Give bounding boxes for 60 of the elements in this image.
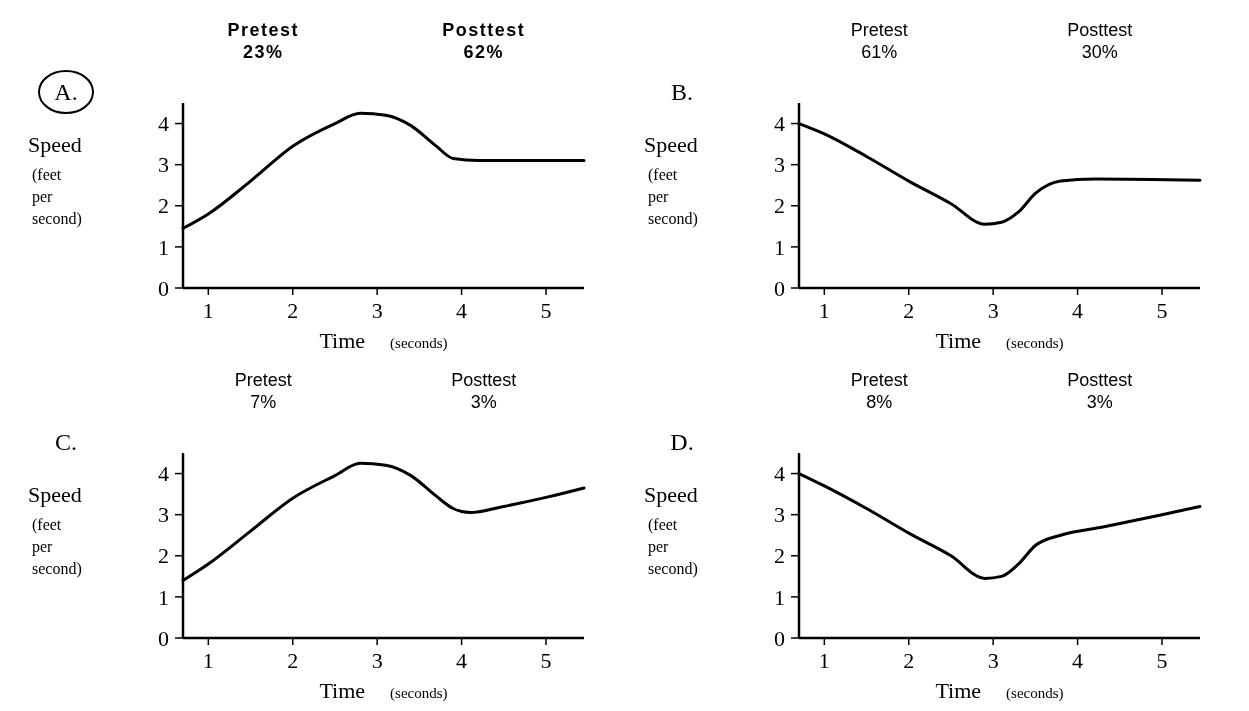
y-tick-label: 2 [158,193,169,219]
text: Pretest 61% [850,20,908,62]
y-tick-label: 0 [774,625,785,651]
text: Posttest 62% [442,20,526,62]
x-tick-label: 5 [1156,298,1168,323]
y-tick-label: 2 [774,193,785,219]
y-tick-label: 1 [158,584,169,610]
x-tick-label: 3 [987,298,999,323]
y-tick-label: 0 [158,275,169,301]
x-axis-title: Time (seconds) [319,328,448,353]
x-tick-label: 3 [371,298,383,323]
x-tick-label: 2 [287,648,299,673]
x-tick-label: 1 [202,298,214,323]
text: Pretest 8% [850,370,908,412]
x-tick-label: 2 [903,648,915,673]
x-tick-label: 1 [202,648,214,673]
text: Posttest 30% [1067,20,1133,62]
text: Posttest 3% [451,370,517,412]
chart-title: C. [54,429,78,455]
y-tick-label: 3 [774,502,785,528]
x-tick-label: 2 [903,298,915,323]
chart-title: B. [670,79,694,105]
x-tick-label: 5 [540,648,552,673]
text: Pretest 23% [227,20,299,62]
chart-title: A. [54,79,78,105]
x-tick-label: 2 [287,298,299,323]
y-axis-title: Speed (feet per second) [28,132,82,229]
x-tick-label: 5 [540,298,552,323]
y-tick-label: 0 [774,275,785,301]
y-axis-title: Speed (feet per second) [644,132,698,229]
x-tick-label: 4 [456,298,468,323]
y-tick-label: 4 [158,461,169,487]
y-tick-label: 1 [774,584,785,610]
y-tick-label: 4 [774,111,785,137]
x-tick-label: 1 [818,298,830,323]
y-axis-title: Speed (feet per second) [644,482,698,579]
text: Pretest 7% [234,370,292,412]
x-tick-label: 4 [456,648,468,673]
x-axis-title: Time (seconds) [319,678,448,703]
x-tick-label: 3 [987,648,999,673]
x-tick-label: 5 [1156,648,1168,673]
y-tick-label: 2 [158,543,169,569]
x-tick-label: 4 [1072,648,1084,673]
y-tick-label: 1 [158,234,169,260]
y-tick-label: 1 [774,234,785,260]
y-tick-label: 3 [158,152,169,178]
y-tick-label: 3 [158,502,169,528]
y-axis-title: Speed (feet per second) [28,482,82,579]
y-tick-label: 4 [158,111,169,137]
text: Posttest 3% [1067,370,1133,412]
y-tick-label: 2 [774,543,785,569]
x-axis-title: Time (seconds) [935,328,1064,353]
x-tick-label: 3 [371,648,383,673]
x-axis-title: Time (seconds) [935,678,1064,703]
y-tick-label: 0 [158,625,169,651]
x-tick-label: 4 [1072,298,1084,323]
x-tick-label: 1 [818,648,830,673]
chart-title: D. [670,429,694,455]
y-tick-label: 4 [774,461,785,487]
y-tick-label: 3 [774,152,785,178]
